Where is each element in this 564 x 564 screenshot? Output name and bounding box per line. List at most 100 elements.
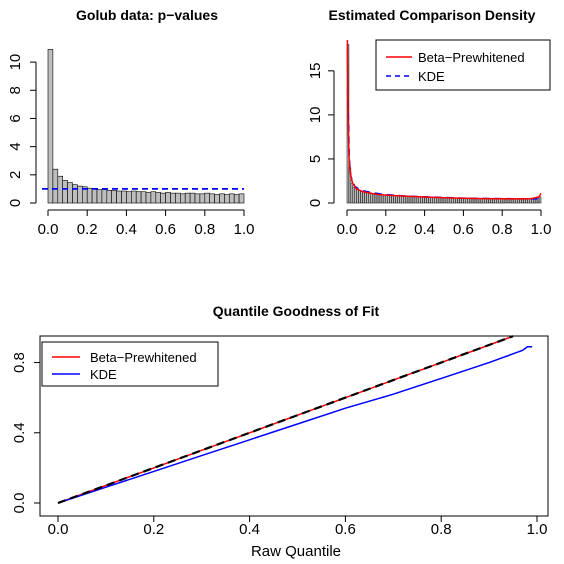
histogram-bar bbox=[399, 195, 402, 204]
histogram-bar bbox=[426, 197, 429, 204]
x-tick-label: 1.0 bbox=[234, 221, 255, 238]
histogram-bar bbox=[184, 192, 191, 204]
x-tick-label: 0.8 bbox=[431, 521, 452, 538]
legend-box bbox=[41, 341, 219, 387]
histogram-bar bbox=[393, 195, 396, 204]
y-tick-label: 0 bbox=[307, 199, 324, 207]
histogram-bar bbox=[370, 193, 373, 204]
histogram-bar bbox=[410, 196, 414, 204]
histogram-bar bbox=[180, 193, 186, 204]
x-axis: 0.0 0.2 0.4 0.6 0.8 1.0 bbox=[38, 209, 255, 238]
legend: Beta−Prewhitened KDE bbox=[41, 341, 219, 387]
y-tick-label: 10 bbox=[7, 54, 24, 71]
histogram-bar bbox=[91, 188, 98, 204]
histogram-bar bbox=[229, 193, 235, 204]
y-tick-label: 0.0 bbox=[11, 493, 28, 514]
comparison-density-panel: Estimated Comparison Density 0.0 0.2 0.4 0.… bbox=[307, 7, 551, 238]
histogram-bar bbox=[135, 191, 142, 204]
x-tick-label: 1.0 bbox=[531, 221, 552, 238]
legend-label-kde: KDE bbox=[90, 367, 117, 382]
histogram-bar bbox=[443, 197, 447, 204]
pvalue-histogram-panel: Golub data: p−values 0.0 0.2 0.4 0.6 0.8 1.0 … bbox=[7, 7, 254, 238]
histogram-bar bbox=[145, 192, 152, 204]
histogram-bar bbox=[238, 193, 245, 204]
histogram-bar bbox=[435, 197, 439, 204]
y-tick-label: 15 bbox=[307, 62, 324, 79]
histogram-bar bbox=[350, 183, 354, 204]
histogram-bar bbox=[214, 194, 220, 204]
y-tick-label: 2 bbox=[7, 171, 24, 179]
histogram-bar bbox=[430, 197, 433, 204]
x-axis: 0.0 0.2 0.4 0.6 0.8 1.0 bbox=[337, 209, 552, 238]
x-axis-label: Raw Quantile bbox=[251, 543, 341, 560]
chart-title: Quantile Goodness of Fit bbox=[213, 303, 380, 319]
legend-box bbox=[375, 39, 551, 91]
histogram-bar bbox=[373, 193, 377, 204]
histogram-bar bbox=[395, 195, 398, 204]
histogram-bar bbox=[362, 191, 365, 204]
histogram-bar bbox=[418, 196, 421, 204]
histogram-bar bbox=[408, 196, 412, 204]
y-axis: 0 2 4 6 8 10 bbox=[7, 54, 37, 207]
histogram-bar bbox=[204, 192, 211, 204]
x-tick-label: 0.6 bbox=[453, 221, 474, 238]
x-tick-label: 0.6 bbox=[335, 521, 356, 538]
histogram-bar bbox=[126, 191, 132, 204]
y-tick-label: 0.8 bbox=[11, 352, 28, 373]
x-tick-label: 0.0 bbox=[337, 221, 358, 238]
histogram-bar bbox=[432, 197, 435, 204]
kde-line bbox=[346, 88, 542, 200]
histogram-bar bbox=[150, 191, 157, 204]
histogram-bar bbox=[62, 180, 68, 204]
x-tick-label: 0.2 bbox=[375, 221, 396, 238]
histogram-bar bbox=[375, 193, 379, 204]
histogram-bar bbox=[403, 195, 406, 204]
histogram-bar bbox=[155, 192, 162, 204]
x-axis: 0.0 0.2 0.4 0.6 0.8 1.0 bbox=[48, 515, 547, 538]
histogram-bar bbox=[352, 186, 356, 204]
histogram-bar bbox=[101, 189, 108, 204]
y-tick-label: 10 bbox=[307, 107, 324, 124]
histogram-bar bbox=[57, 175, 63, 204]
histogram-bar bbox=[77, 185, 83, 204]
y-tick-label: 4 bbox=[7, 142, 24, 150]
histogram-bar bbox=[389, 195, 392, 204]
x-tick-label: 0.8 bbox=[492, 221, 513, 238]
histogram-bar bbox=[224, 194, 230, 204]
legend: Beta−Prewhitened KDE bbox=[375, 39, 551, 91]
x-tick-label: 0.0 bbox=[48, 521, 69, 538]
histogram-bar bbox=[416, 196, 420, 204]
histogram-bar bbox=[412, 196, 416, 204]
histogram-bar bbox=[420, 196, 423, 204]
chart-title: Golub data: p−values bbox=[76, 7, 218, 23]
y-axis: 0.0 0.4 0.8 bbox=[11, 352, 40, 513]
histogram-bar bbox=[233, 194, 240, 204]
legend-label-beta: Beta−Prewhitened bbox=[418, 50, 525, 65]
histogram-bar bbox=[86, 187, 93, 204]
histogram-bar bbox=[379, 194, 383, 204]
x-tick-label: 0.4 bbox=[414, 221, 435, 238]
histogram-bar bbox=[366, 192, 369, 204]
histogram-bar bbox=[424, 197, 427, 204]
histogram-bar bbox=[354, 188, 357, 204]
histogram-bar bbox=[116, 190, 122, 204]
histogram-bar bbox=[401, 195, 404, 204]
histogram-bar bbox=[538, 196, 542, 204]
histogram-bar bbox=[52, 168, 59, 204]
histogram-bar bbox=[121, 190, 127, 204]
x-tick-label: 0.2 bbox=[77, 221, 98, 238]
y-tick-label: 0 bbox=[7, 199, 24, 207]
x-tick-label: 0.8 bbox=[194, 221, 215, 238]
histogram-bar bbox=[397, 195, 400, 204]
histogram-bar bbox=[131, 190, 137, 204]
y-tick-label: 8 bbox=[7, 86, 24, 94]
quantile-lines bbox=[57, 335, 533, 505]
histogram-bar bbox=[189, 192, 196, 204]
x-tick-label: 0.4 bbox=[116, 221, 137, 238]
x-tick-label: 0.4 bbox=[239, 521, 260, 538]
histogram-bar bbox=[364, 192, 367, 204]
beta-prewhitened-line bbox=[346, 39, 542, 200]
histogram-bar bbox=[455, 197, 458, 204]
x-tick-label: 0.2 bbox=[143, 521, 164, 538]
histogram-bar bbox=[377, 193, 381, 204]
